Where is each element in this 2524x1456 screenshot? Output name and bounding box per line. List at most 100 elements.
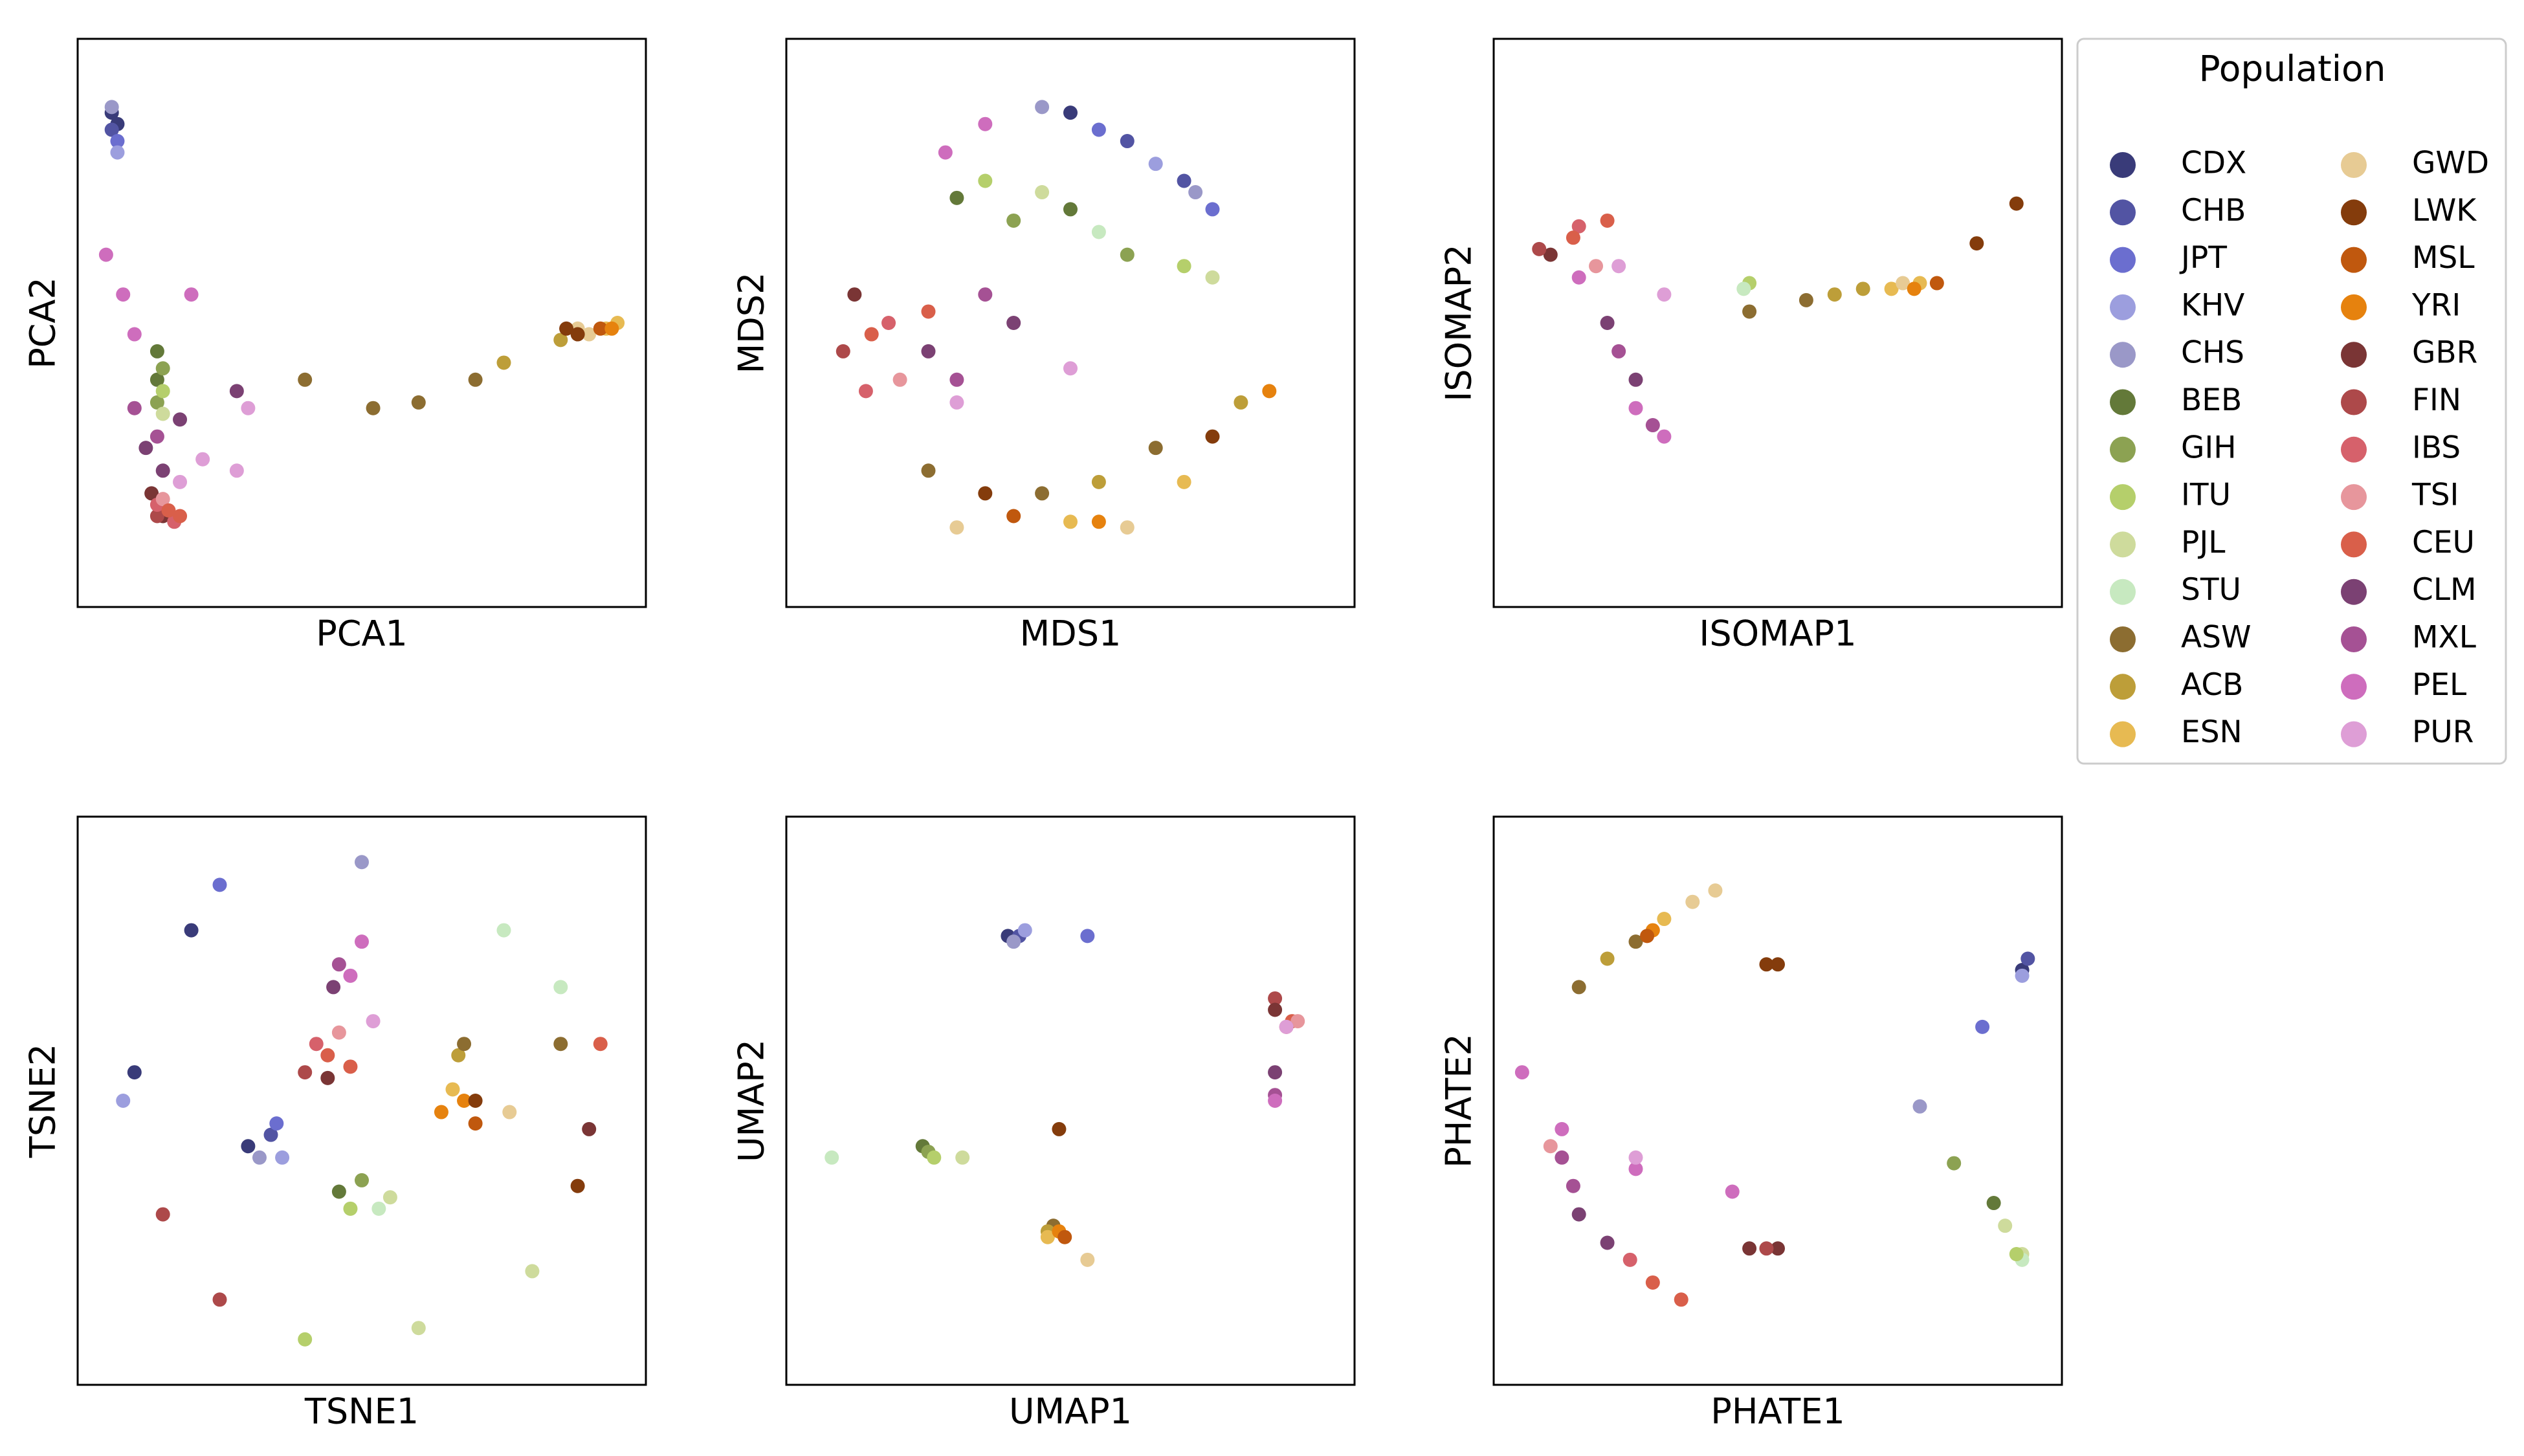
point xyxy=(978,116,993,131)
point xyxy=(1640,929,1655,943)
point xyxy=(110,145,125,160)
legend-label: CHS xyxy=(2181,335,2244,371)
x-axis-label: MDS1 xyxy=(1020,613,1122,654)
point xyxy=(343,968,358,983)
legend-marker xyxy=(2110,152,2136,178)
legend-title: Population xyxy=(2199,48,2386,89)
point xyxy=(1998,1219,2013,1233)
point xyxy=(1120,134,1135,149)
y-axis-label: PCA2 xyxy=(23,277,63,369)
point xyxy=(1947,1156,1962,1171)
point xyxy=(149,344,164,358)
point xyxy=(1566,230,1580,245)
point xyxy=(411,1321,426,1336)
points xyxy=(1532,196,2024,444)
point xyxy=(1290,1014,1305,1029)
legend-marker xyxy=(2341,247,2367,273)
panel: ISOMAP1 ISOMAP2 xyxy=(1439,38,2063,654)
legend-label: CDX xyxy=(2181,146,2246,181)
point xyxy=(149,509,164,524)
point xyxy=(366,1014,381,1029)
legend-label: ASW xyxy=(2181,620,2251,656)
point xyxy=(1986,1196,2001,1211)
point xyxy=(582,327,597,342)
point xyxy=(320,1048,335,1063)
legend-label: PEL xyxy=(2412,667,2466,703)
legend-label: PUR xyxy=(2412,714,2474,750)
point xyxy=(1969,236,1984,251)
legend-label: LWK xyxy=(2412,193,2477,228)
point xyxy=(1657,429,1672,444)
point xyxy=(949,520,964,535)
point xyxy=(1912,1099,1927,1114)
point xyxy=(1177,259,1191,274)
legend-marker xyxy=(2341,436,2367,463)
point xyxy=(371,1201,386,1216)
point xyxy=(892,372,907,387)
point xyxy=(1645,1275,1660,1290)
point xyxy=(1771,957,1785,972)
point xyxy=(1268,1002,1283,1017)
legend-label: IBS xyxy=(2412,430,2461,465)
legend-marker xyxy=(2341,342,2367,368)
legend-label: GWD xyxy=(2412,146,2489,181)
point xyxy=(1827,287,1842,302)
point xyxy=(1759,957,1774,972)
point xyxy=(355,855,369,870)
point xyxy=(1080,1252,1095,1267)
point xyxy=(1742,1241,1757,1256)
legend-marker xyxy=(2110,626,2136,652)
point xyxy=(229,463,244,478)
point xyxy=(604,321,619,336)
point xyxy=(1268,1065,1283,1080)
point xyxy=(836,344,850,358)
point xyxy=(1725,1184,1740,1199)
legend-marker xyxy=(2341,721,2367,747)
point xyxy=(1091,474,1106,489)
panel: MDS1 MDS2 xyxy=(731,38,1356,654)
point xyxy=(1628,401,1643,415)
legend-label: FIN xyxy=(2412,382,2461,418)
y-axis-label: MDS2 xyxy=(731,272,772,374)
point xyxy=(155,492,170,507)
legend-label: CLM xyxy=(2412,572,2477,608)
point xyxy=(1006,509,1021,524)
point xyxy=(468,1116,483,1131)
point xyxy=(1063,105,1078,120)
point xyxy=(496,355,511,370)
point xyxy=(921,304,936,319)
point xyxy=(1091,514,1106,529)
point xyxy=(451,1048,466,1063)
point xyxy=(155,406,170,421)
point xyxy=(173,474,188,489)
legend-marker xyxy=(2110,484,2136,511)
legend-label: STU xyxy=(2181,572,2241,608)
point xyxy=(858,384,873,399)
point xyxy=(1600,316,1615,330)
point xyxy=(1006,934,1021,949)
point xyxy=(553,980,568,995)
point xyxy=(1628,1150,1643,1165)
point xyxy=(155,1207,170,1222)
x-axis-label: PCA1 xyxy=(316,613,408,654)
point xyxy=(949,372,964,387)
point xyxy=(1566,1178,1580,1193)
point xyxy=(343,1059,358,1074)
point xyxy=(1205,429,1220,444)
point xyxy=(331,1184,346,1199)
legend-marker xyxy=(2341,531,2367,558)
point xyxy=(847,287,862,302)
legend-marker xyxy=(2110,389,2136,415)
point xyxy=(1188,185,1203,200)
legend-label: ESN xyxy=(2181,714,2242,750)
point xyxy=(553,1037,568,1052)
point xyxy=(1771,1241,1785,1256)
legend-marker xyxy=(2341,389,2367,415)
point xyxy=(298,1065,313,1080)
point xyxy=(1017,923,1032,938)
x-axis-label: UMAP1 xyxy=(1009,1391,1132,1432)
point xyxy=(1742,304,1757,319)
point xyxy=(1907,281,1921,296)
point xyxy=(1657,912,1672,927)
point xyxy=(1035,486,1050,501)
